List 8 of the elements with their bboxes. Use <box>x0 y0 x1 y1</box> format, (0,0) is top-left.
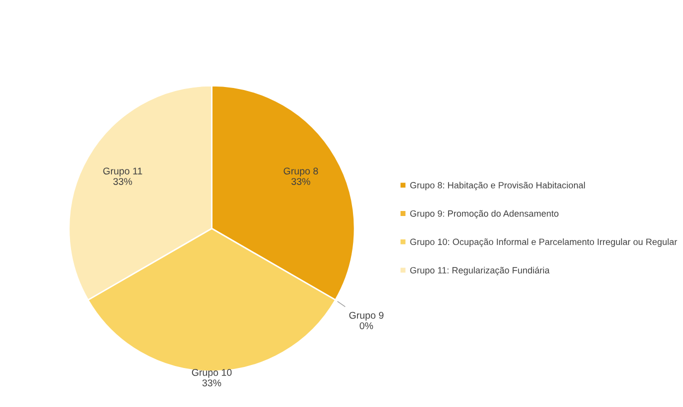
text: Grupo 9 0% <box>349 312 384 330</box>
legend-label: Grupo 8: Habitação e Provisão Habitacional <box>410 182 585 190</box>
data-label: Grupo 8 33% <box>284 168 318 185</box>
data-label: Grupo 11 33% <box>103 168 142 185</box>
legend-label: Grupo 9: Promoção do Adensamento <box>410 210 558 219</box>
legend-label: Grupo 11: Regularização Fundiária <box>410 266 550 276</box>
legend-label: Grupo 10: Ocupação Informal e Parcelamento Irregular ou Regular <box>410 238 678 247</box>
data-label: Grupo 10 33% <box>192 369 232 386</box>
